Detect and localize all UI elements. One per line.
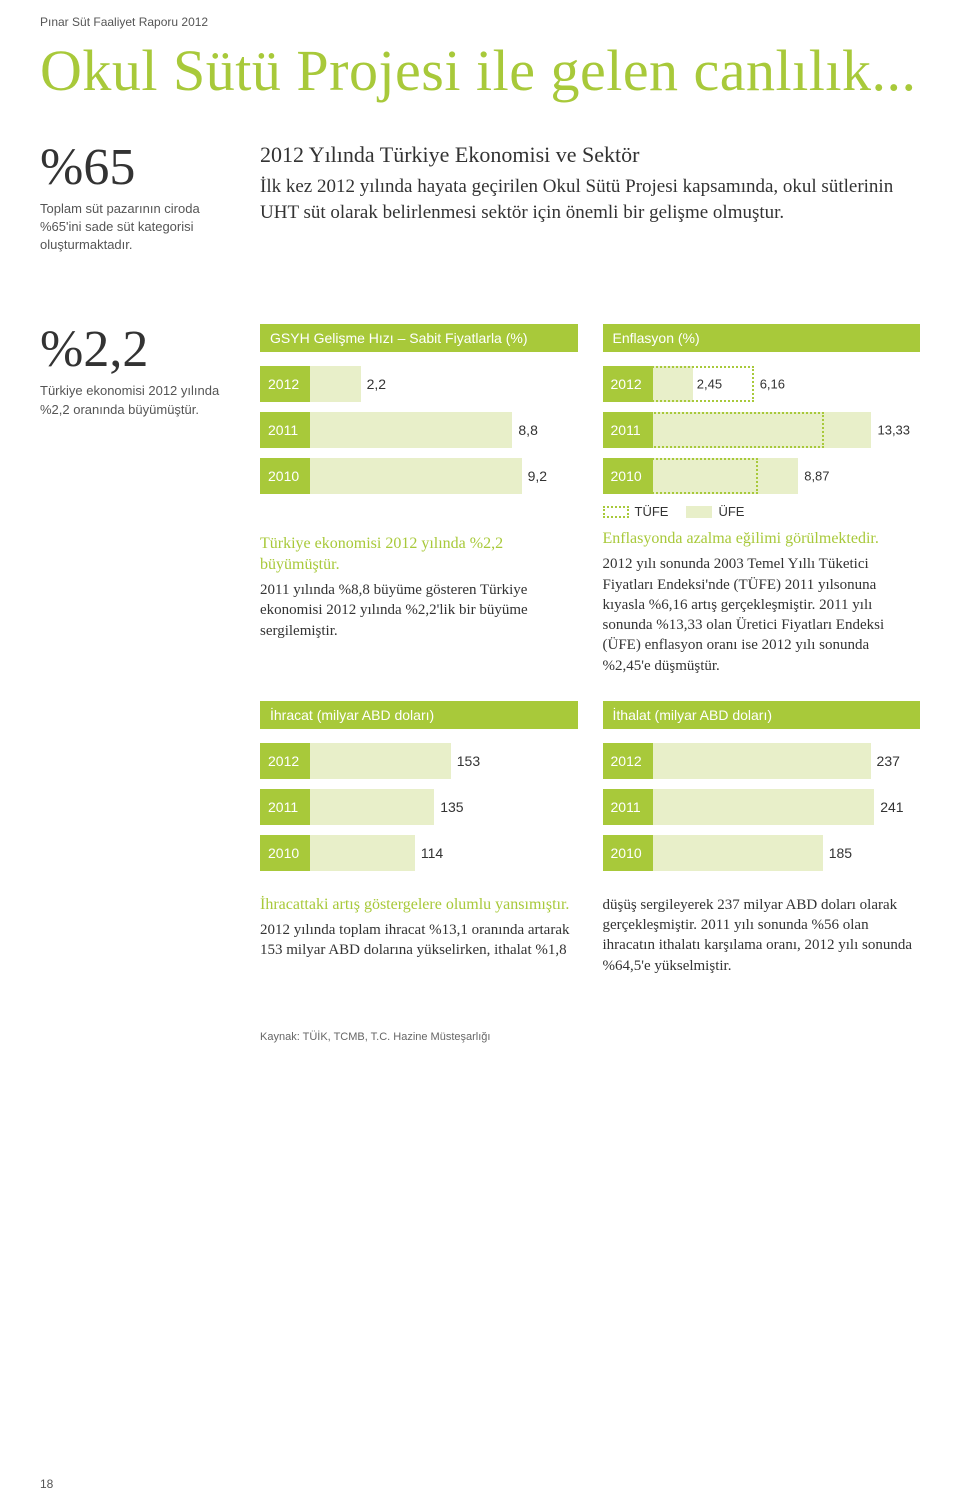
bar-row: 2011 135: [260, 789, 578, 825]
charts-grid: GSYH Gelişme Hızı – Sabit Fiyatlarla (%)…: [260, 324, 920, 1042]
stat-65-desc: Toplam süt pazarının ciroda %65'ini sade…: [40, 200, 230, 255]
bar-year: 2012: [603, 743, 653, 779]
ufe-swatch: [686, 506, 712, 518]
bar-row: 2011 8,8: [260, 412, 578, 448]
bar-row: 2012 237: [603, 743, 921, 779]
bar-fill: [653, 835, 823, 871]
intro-heading: 2012 Yılında Türkiye Ekonomisi ve Sektör: [260, 142, 920, 168]
gsyh-bars: 2012 2,2 2011 8,8 2010 9,2: [260, 366, 578, 494]
report-header: Pınar Süt Faaliyet Raporu 2012: [40, 15, 920, 29]
bar-fill: [310, 458, 522, 494]
bar-year: 2010: [260, 458, 310, 494]
ithalat-text: düşüş sergileyerek 237 milyar ABD doları…: [603, 895, 921, 976]
bar-fill: [310, 835, 415, 871]
dual-bar-row: 20126,162,45: [603, 366, 921, 402]
bar-year: 2011: [260, 789, 310, 825]
bar-row: 2012 2,2: [260, 366, 578, 402]
dual-year: 2010: [603, 458, 653, 494]
main-grid: %2,2 Türkiye ekonomisi 2012 yılında %2,2…: [40, 324, 920, 1042]
stat-22-number: %2,2: [40, 324, 230, 376]
stat-65: %65 Toplam süt pazarının ciroda %65'ini …: [40, 142, 230, 255]
enflasyon-legend: TÜFE ÜFE: [603, 504, 921, 519]
source-line: Kaynak: TÜİK, TCMB, T.C. Hazine Müsteşar…: [260, 1031, 920, 1043]
bar-fill: [310, 366, 361, 402]
tufe-swatch: [603, 506, 629, 518]
bar-row: 2010 114: [260, 835, 578, 871]
bar-year: 2010: [603, 835, 653, 871]
bar-fill: [310, 789, 434, 825]
intro-body: İlk kez 2012 yılında hayata geçirilen Ok…: [260, 174, 920, 227]
ihracat-title: İhracat (milyar ABD doları): [260, 701, 578, 729]
bar-fill: [310, 743, 451, 779]
bar-row: 2012 153: [260, 743, 578, 779]
gsyh-chart: GSYH Gelişme Hızı – Sabit Fiyatlarla (%)…: [260, 324, 578, 675]
tufe-value: 6,16: [760, 377, 785, 392]
enflasyon-title: Enflasyon (%): [603, 324, 921, 352]
bar-year: 2010: [260, 835, 310, 871]
bar-value: 153: [457, 753, 480, 769]
legend-ufe-label: ÜFE: [718, 504, 744, 519]
dual-bar-row: 201110,4513,33: [603, 412, 921, 448]
ihracat-text: 2012 yılında toplam ihracat %13,1 oranın…: [260, 920, 578, 961]
bar-year: 2011: [603, 789, 653, 825]
bar-fill: [653, 789, 875, 825]
legend-ufe: ÜFE: [686, 504, 744, 519]
gsyh-title: GSYH Gelişme Hızı – Sabit Fiyatlarla (%): [260, 324, 578, 352]
dual-year: 2011: [603, 412, 653, 448]
legend-tufe-label: TÜFE: [635, 504, 669, 519]
bar-value: 241: [880, 799, 903, 815]
gsyh-text: 2011 yılında %8,8 büyüme gösteren Türkiy…: [260, 580, 578, 641]
ihracat-subhead: İhracattaki artış göstergelere olumlu ya…: [260, 895, 578, 916]
page-number: 18: [40, 1477, 53, 1491]
bar-value: 8,8: [518, 422, 537, 438]
enflasyon-subhead: Enflasyonda azalma eğilimi görülmektedir…: [603, 529, 921, 550]
ufe-value: 8,87: [804, 469, 829, 484]
enflasyon-text: 2012 yılı sonunda 2003 Temel Yıllı Tüket…: [603, 554, 921, 676]
stat-22: %2,2 Türkiye ekonomisi 2012 yılında %2,2…: [40, 324, 230, 1042]
ihracat-bars: 2012 153 2011 135 2010 114: [260, 743, 578, 871]
bar-fill: [653, 743, 871, 779]
ihracat-chart: İhracat (milyar ABD doları) 2012 153 2011 1…: [260, 701, 578, 976]
stat-22-desc: Türkiye ekonomisi 2012 yılında %2,2 oran…: [40, 382, 230, 418]
bar-year: 2011: [260, 412, 310, 448]
bar-value: 185: [829, 845, 852, 861]
stat-65-number: %65: [40, 142, 230, 194]
dual-bar-row: 20106,408,87: [603, 458, 921, 494]
enflasyon-chart: Enflasyon (%) 20126,162,45201110,4513,33…: [603, 324, 921, 675]
bar-year: 2012: [260, 366, 310, 402]
bar-fill: [310, 412, 512, 448]
bar-value: 114: [421, 845, 443, 861]
gsyh-subhead: Türkiye ekonomisi 2012 yılında %2,2 büyü…: [260, 534, 578, 576]
bar-value: 135: [440, 799, 463, 815]
ufe-value: 13,33: [877, 423, 910, 438]
bar-row: 2010 9,2: [260, 458, 578, 494]
ithalat-title: İthalat (milyar ABD doları): [603, 701, 921, 729]
page-title: Okul Sütü Projesi ile gelen canlılık...: [40, 41, 920, 102]
ithalat-chart: İthalat (milyar ABD doları) 201223720112…: [603, 701, 921, 976]
ithalat-bars: 2012 237 2011 241 2010 185: [603, 743, 921, 871]
bar-value: 237: [877, 753, 900, 769]
bar-value: 9,2: [528, 468, 547, 484]
bar-row: 2011 241: [603, 789, 921, 825]
dual-year: 2012: [603, 366, 653, 402]
legend-tufe: TÜFE: [603, 504, 669, 519]
bar-value: 2,2: [367, 376, 386, 392]
bar-year: 2012: [260, 743, 310, 779]
intro-row: %65 Toplam süt pazarının ciroda %65'ini …: [40, 142, 920, 255]
intro-text: 2012 Yılında Türkiye Ekonomisi ve Sektör…: [260, 142, 920, 255]
enflasyon-bars: 20126,162,45201110,4513,3320106,408,87: [603, 366, 921, 494]
bar-row: 2010 185: [603, 835, 921, 871]
